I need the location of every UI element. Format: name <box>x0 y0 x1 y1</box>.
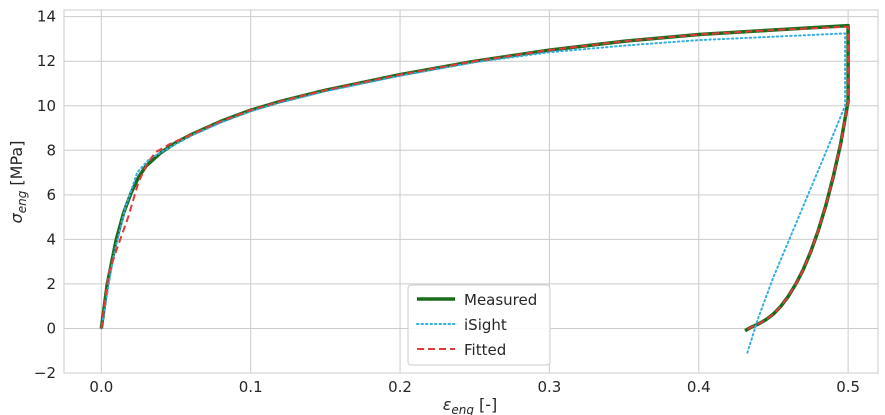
y-tick-label: 0 <box>46 319 56 337</box>
series-layer <box>99 23 850 357</box>
x-tick-label: 0.2 <box>388 378 412 396</box>
x-tick-label: 0.5 <box>836 378 860 396</box>
y-axis-label: σeng [MPa] <box>7 141 29 224</box>
legend-label-measured: Measured <box>464 291 537 309</box>
y-tick-label: 8 <box>46 141 56 159</box>
y-axis-label-subscript: eng <box>15 190 29 213</box>
y-tick-label: 6 <box>46 186 56 204</box>
y-tick-label: 10 <box>37 97 56 115</box>
x-tick-label: 0.4 <box>687 378 711 396</box>
series-line-fitted <box>100 25 850 332</box>
legend-box <box>407 284 551 366</box>
y-tick-label: 4 <box>46 230 56 248</box>
y-tick-labels: −2 0 2 4 6 8 10 12 14 <box>34 8 56 382</box>
x-axis-label-unit: [-] <box>474 395 497 414</box>
y-tick-label: 2 <box>46 275 56 293</box>
y-tick-label: −2 <box>34 364 56 382</box>
x-tick-label: 0.0 <box>89 378 113 396</box>
x-axis-label-subscript: eng <box>451 403 474 415</box>
x-tick-label: 0.1 <box>239 378 263 396</box>
legend: Measured iSight Fitted <box>407 284 551 366</box>
y-axis-label-symbol: σ <box>7 212 26 223</box>
x-tick-label: 0.3 <box>537 378 561 396</box>
legend-label-fitted: Fitted <box>464 341 506 359</box>
legend-label-isight: iSight <box>464 316 507 334</box>
y-axis-label-unit: [MPa] <box>7 141 26 191</box>
y-tick-label: 14 <box>37 8 56 26</box>
x-tick-labels: 0.0 0.1 0.2 0.3 0.4 0.5 <box>89 378 860 396</box>
plot-area <box>63 9 879 374</box>
y-tick-label: 12 <box>37 52 56 70</box>
x-axis-label: εeng [-] <box>443 395 498 415</box>
x-axis-label-symbol: ε <box>443 395 452 414</box>
